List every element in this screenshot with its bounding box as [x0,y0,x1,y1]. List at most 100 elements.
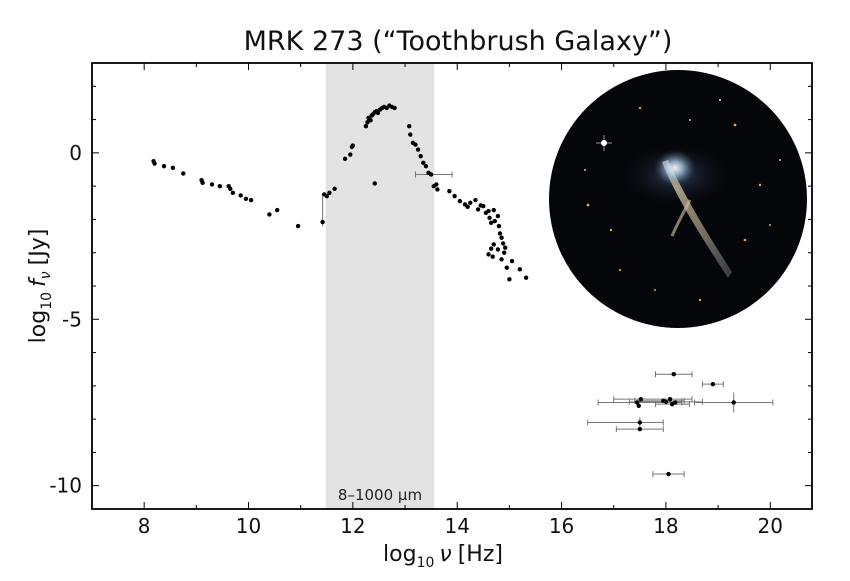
x-tick-label: 12 [340,514,365,538]
data-point [342,156,348,162]
data-point [365,120,370,125]
data-point [217,183,223,189]
y-axis-label-sub: 10 [39,292,55,310]
data-point [435,187,440,192]
data-point [490,254,495,259]
data-point [673,400,678,405]
x-tick-label: 14 [444,514,469,538]
y-axis-label-unit: [Jy] [26,229,51,266]
data-point [667,396,673,402]
galaxy-image-inset [549,70,807,328]
data-point [495,247,501,252]
data-point [486,252,491,257]
data-point [375,110,381,116]
data-point [503,245,508,250]
data-point [238,193,243,198]
data-point [731,400,736,405]
data-point [181,171,186,176]
data-point [228,186,233,192]
data-point [497,231,503,236]
x-axis-label: log10 ν [Hz] [383,542,503,571]
data-point [637,420,643,425]
data-point [468,200,473,205]
data-point [504,265,509,270]
data-point [473,197,478,203]
data-point [488,220,494,225]
data-point [152,161,157,166]
x-axis-label-base: log [383,542,417,567]
data-point [267,212,272,217]
data-point [666,471,671,477]
data-point [523,275,529,280]
y-axis-label: log10 fν [Jy] [26,229,55,344]
data-point [209,182,215,187]
data-point [465,204,470,209]
data-point [327,190,332,196]
data-point [500,241,506,246]
data-point [495,213,501,219]
data-points [151,103,736,477]
data-point [423,163,429,169]
data-point [501,250,507,255]
data-point [486,208,491,214]
y-tick-labels: 0 -5 -10 [49,141,82,498]
y-axis-label-base: log [26,310,51,344]
data-point [161,163,167,169]
x-tick-labels: 8 10 12 14 16 18 20 [138,514,783,538]
data-point [275,207,280,213]
galaxy-core [654,150,696,186]
data-point [372,181,377,186]
x-tick-label: 8 [138,514,151,538]
data-point [499,257,504,262]
data-point [457,198,463,204]
data-point [509,258,515,264]
background-stars [586,106,771,302]
data-point [492,218,497,224]
data-point [710,381,716,387]
x-axis-label-unit: [Hz] [458,542,503,567]
data-point [350,143,356,148]
y-tick-label: -10 [49,474,82,498]
data-point [348,152,353,157]
data-point [332,186,337,192]
data-point [663,399,669,405]
data-point [491,242,496,247]
data-point [447,188,452,194]
data-point [363,124,369,129]
plot-frame [91,62,813,510]
y-tick-label: 0 [69,141,82,165]
data-point [230,190,236,196]
galaxy-secondary-tail [670,199,692,237]
data-point [636,403,641,409]
data-point [671,372,676,377]
data-point [421,160,426,166]
data-point [418,153,423,159]
data-point [638,396,644,402]
y-axis-label-var: f [26,276,51,287]
data-point [637,426,643,432]
axis-ticks [91,63,812,509]
background-stars-blue [584,98,781,171]
data-point [408,132,413,137]
data-point [507,277,512,282]
data-point [635,400,640,405]
data-point [434,182,439,187]
data-point [320,219,325,225]
x-axis-label-var: ν [439,542,451,567]
y-axis-label-varsub: ν [38,271,54,279]
data-point [243,196,249,201]
y-tick-label: -5 [62,307,82,331]
data-point [295,223,301,229]
x-tick-label: 18 [653,514,678,538]
data-point [499,235,504,240]
wavelength-band-shading [325,63,435,509]
data-point [392,105,397,111]
x-tick-label: 20 [758,514,783,538]
wavelength-band-label: 8–1000 μm [338,486,422,504]
data-point [407,124,412,129]
data-point [487,215,492,220]
data-point [481,203,486,209]
data-point [248,197,254,203]
data-point [368,118,373,123]
